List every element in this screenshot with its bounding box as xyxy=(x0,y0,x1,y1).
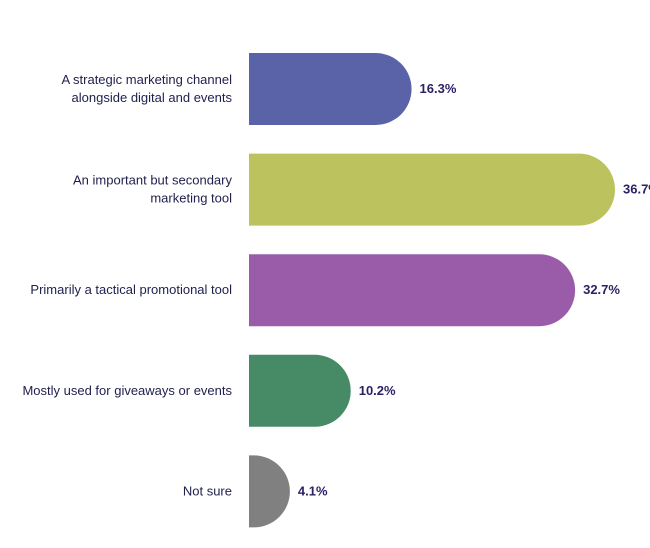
category-label-2: An important but secondary marketing tool xyxy=(73,173,232,206)
value-label-1: 16.3% xyxy=(420,81,457,96)
category-label-line: Primarily a tactical promotional tool xyxy=(30,282,232,297)
bar-5 xyxy=(249,455,290,528)
bars-group: 16.3% A strategic marketing channel alongs… xyxy=(22,53,650,528)
bar-2 xyxy=(249,153,615,226)
category-label-3: Primarily a tactical promotional tool xyxy=(30,282,232,297)
category-label-1: A strategic marketing channel alongside d… xyxy=(61,72,232,105)
category-label-line: marketing tool xyxy=(150,191,232,206)
bar-4 xyxy=(249,354,351,427)
category-label-line: Not sure xyxy=(183,483,232,498)
category-label-line: An important but secondary xyxy=(73,173,232,188)
value-label-5: 4.1% xyxy=(298,483,328,498)
category-label-line: Mostly used for giveaways or events xyxy=(22,383,232,398)
bar-3 xyxy=(249,254,576,327)
value-label-2: 36.7% xyxy=(623,182,650,197)
category-label-line: alongside digital and events xyxy=(72,90,233,105)
category-label-line: A strategic marketing channel xyxy=(61,72,232,87)
value-label-4: 10.2% xyxy=(359,383,396,398)
bar-1 xyxy=(249,53,412,125)
category-label-4: Mostly used for giveaways or events xyxy=(22,383,232,398)
value-label-3: 32.7% xyxy=(583,282,620,297)
category-label-5: Not sure xyxy=(183,483,232,498)
